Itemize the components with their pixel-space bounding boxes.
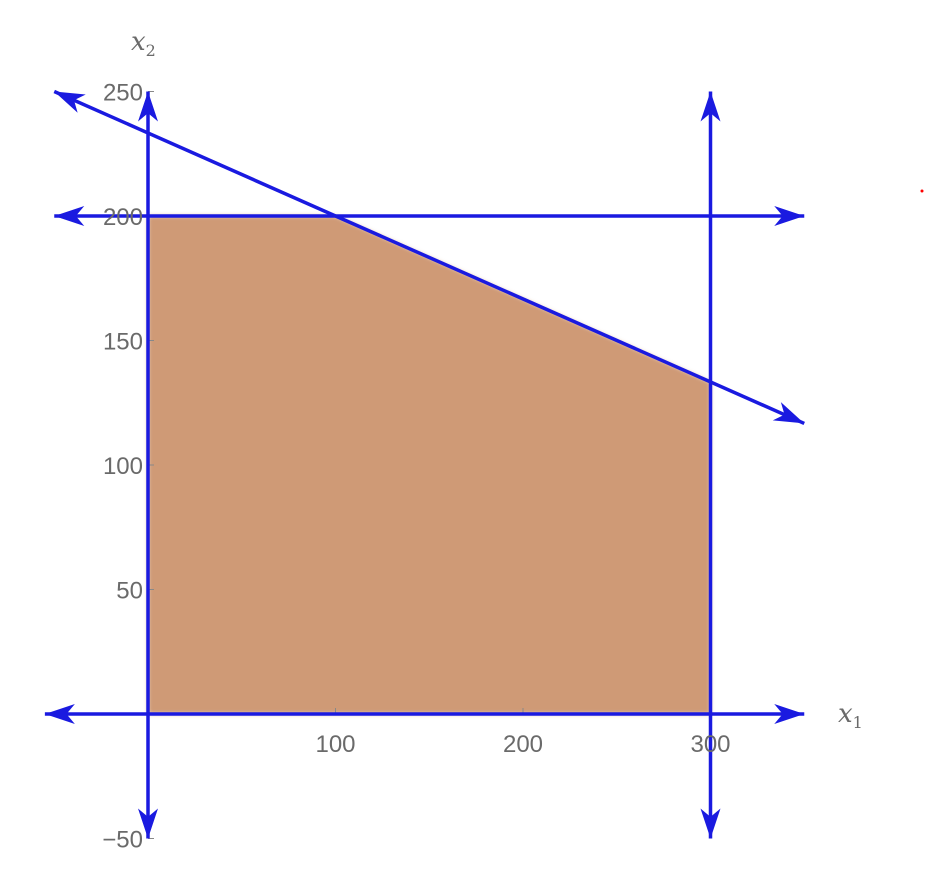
x-tick-label: 100 — [315, 731, 355, 758]
constraint-line — [53, 89, 805, 426]
constraint-line — [54, 206, 805, 226]
arrowhead — [700, 91, 721, 122]
y-tick-label: 200 — [103, 204, 143, 231]
constraint-line-stroke — [53, 89, 805, 426]
y-tick-label: −50 — [102, 827, 143, 854]
constraint-line — [44, 704, 805, 724]
arrowhead — [772, 402, 805, 424]
arrowhead — [44, 704, 75, 724]
arrowhead — [54, 91, 86, 113]
y-tick-label: 250 — [103, 80, 143, 107]
arrowhead — [700, 808, 721, 839]
y-axis-label: x2 — [131, 27, 156, 60]
y-tick-label: 100 — [103, 453, 143, 480]
x-axis-label: x1 — [838, 699, 863, 732]
stray-red-dot — [920, 189, 924, 193]
feasible-region — [148, 216, 711, 714]
x-tick-label: 200 — [503, 731, 543, 758]
arrowhead — [138, 808, 158, 839]
y-tick-label: 150 — [103, 329, 143, 356]
arrowhead — [54, 206, 85, 226]
x-tick-label: 300 — [690, 731, 730, 758]
y-tick-label: 50 — [116, 578, 143, 605]
arrowhead — [138, 91, 158, 122]
arrowhead — [774, 206, 805, 226]
arrowhead — [774, 704, 805, 724]
